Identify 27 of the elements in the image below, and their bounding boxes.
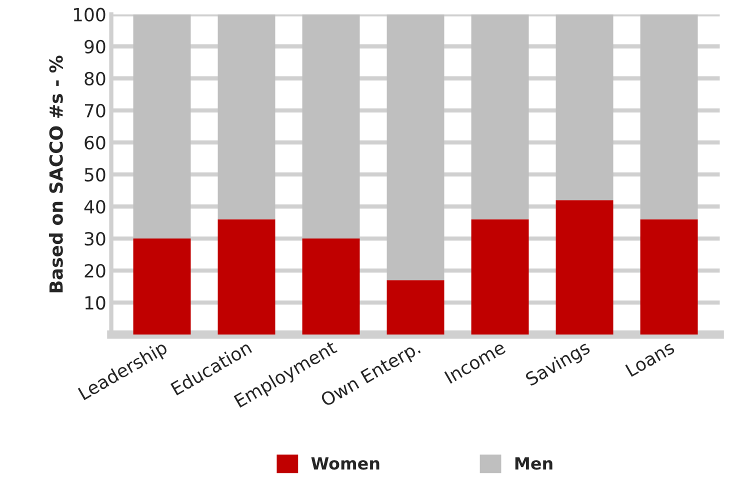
bar xyxy=(640,14,698,220)
bar xyxy=(640,219,698,335)
bar xyxy=(386,14,444,280)
bar xyxy=(218,219,276,335)
bar xyxy=(302,14,360,239)
y-tick-label: 80 xyxy=(84,72,106,86)
bar xyxy=(218,14,276,220)
y-tick-label: 10 xyxy=(85,296,106,310)
y-tick-label: 40 xyxy=(84,200,106,214)
y-tick-label: 100 xyxy=(74,8,106,22)
y-tick-label: 70 xyxy=(84,104,106,118)
bar xyxy=(302,238,360,335)
y-tick-label: 90 xyxy=(84,40,106,54)
bar xyxy=(386,280,444,335)
bar xyxy=(133,238,191,335)
legend-label: Women xyxy=(311,457,380,470)
y-tick-label: 20 xyxy=(84,264,106,278)
y-tick-label: 60 xyxy=(84,136,106,150)
bar xyxy=(556,14,614,200)
bar xyxy=(133,14,191,239)
legend-label: Men xyxy=(515,457,552,470)
y-tick-label: 30 xyxy=(84,232,106,246)
y-tick-label: 50 xyxy=(84,168,106,182)
bar xyxy=(471,14,529,220)
y-axis-title: Based on SACCO #s - % xyxy=(48,56,63,292)
bar xyxy=(471,219,529,335)
bar xyxy=(556,200,614,335)
